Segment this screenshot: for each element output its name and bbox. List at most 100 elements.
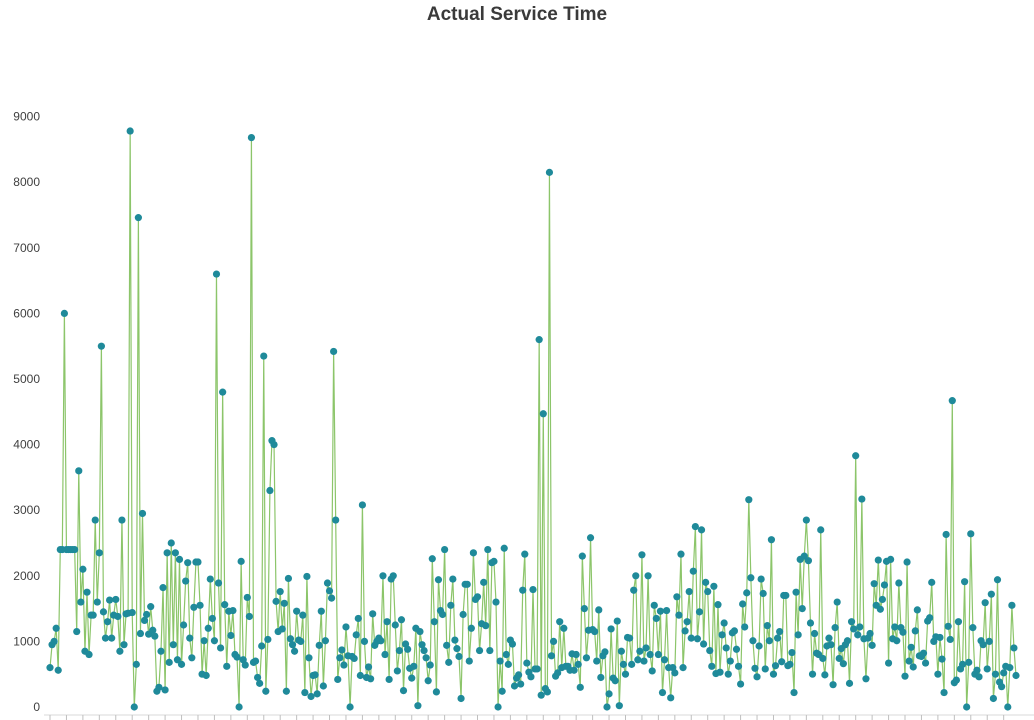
data-point (202, 671, 210, 680)
data-point (679, 664, 687, 672)
data-point (260, 352, 268, 360)
data-point (475, 646, 484, 655)
data-point (991, 670, 1000, 678)
data-point (441, 545, 449, 554)
data-point (798, 605, 806, 613)
data-point (591, 627, 599, 636)
data-point (782, 591, 790, 600)
data-point (395, 646, 403, 655)
data-point (216, 644, 225, 652)
data-point (143, 610, 151, 619)
data-point (165, 658, 173, 666)
data-point (118, 516, 126, 524)
data-point (880, 581, 889, 589)
data-point (91, 516, 99, 524)
data-point (691, 523, 699, 531)
data-point (654, 650, 662, 659)
data-point (638, 551, 646, 559)
x-axis-tick-marks (49, 715, 1005, 720)
data-point (46, 664, 54, 672)
data-point (852, 452, 860, 460)
data-point (572, 650, 580, 659)
data-point (159, 584, 167, 592)
data-point (739, 600, 747, 608)
data-point (190, 603, 198, 611)
data-point (632, 572, 640, 580)
data-point (535, 336, 543, 344)
data-point (926, 614, 934, 622)
data-point (490, 557, 498, 565)
data-point (212, 270, 221, 278)
data-point (788, 648, 796, 657)
data-point (794, 631, 802, 639)
data-point (484, 545, 492, 554)
data-point (93, 598, 101, 606)
data-point (720, 619, 728, 627)
data-point (229, 606, 237, 615)
data-point (938, 655, 946, 663)
data-point (101, 634, 110, 642)
data-point (958, 660, 967, 668)
data-point (658, 688, 667, 697)
y-tick-label: 9000 (13, 110, 40, 124)
data-point (424, 677, 432, 685)
data-point (385, 675, 393, 684)
data-point (685, 587, 693, 596)
data-point (280, 599, 288, 607)
data-point (459, 610, 467, 619)
data-point (537, 691, 545, 699)
data-point (346, 703, 354, 711)
data-point (578, 552, 586, 560)
data-point (114, 612, 122, 621)
data-point (695, 608, 704, 616)
data-point (149, 626, 157, 634)
data-point (184, 559, 192, 567)
data-point (741, 623, 749, 631)
data-point (979, 641, 987, 649)
data-point (315, 641, 323, 649)
data-point (656, 607, 665, 615)
data-point (95, 549, 103, 557)
data-point (136, 629, 145, 638)
data-point (204, 624, 212, 632)
data-point (1010, 644, 1018, 652)
data-point (771, 662, 780, 670)
data-point (227, 631, 235, 640)
y-tick-label: 6000 (13, 306, 40, 320)
data-point (293, 607, 301, 615)
data-point (112, 595, 120, 604)
data-point (71, 545, 79, 554)
data-point (297, 637, 305, 646)
data-point (697, 526, 706, 534)
data-point (726, 657, 734, 665)
data-point (967, 530, 975, 538)
y-tick-label: 8000 (13, 175, 40, 189)
data-point (151, 632, 159, 640)
data-point (106, 596, 114, 604)
data-point (856, 623, 864, 631)
data-point (586, 534, 595, 542)
data-point (673, 593, 681, 601)
data-point (515, 671, 523, 679)
data-point (126, 127, 134, 135)
data-point (763, 622, 771, 630)
data-point (759, 589, 767, 598)
data-point (773, 634, 782, 642)
data-point (319, 682, 327, 690)
data-point (338, 646, 346, 654)
y-tick-label: 2000 (13, 569, 40, 583)
data-point (663, 606, 671, 615)
data-point (755, 642, 763, 650)
data-point (946, 635, 954, 644)
data-point (817, 526, 825, 534)
data-point (208, 614, 216, 623)
data-point (253, 673, 262, 682)
data-point (921, 659, 930, 667)
data-point (85, 650, 93, 659)
data-point (256, 679, 264, 687)
data-point (311, 671, 319, 679)
data-point (155, 683, 163, 691)
data-point (628, 660, 636, 668)
chart-title: Actual Service Time (426, 4, 608, 25)
data-point (354, 614, 362, 623)
